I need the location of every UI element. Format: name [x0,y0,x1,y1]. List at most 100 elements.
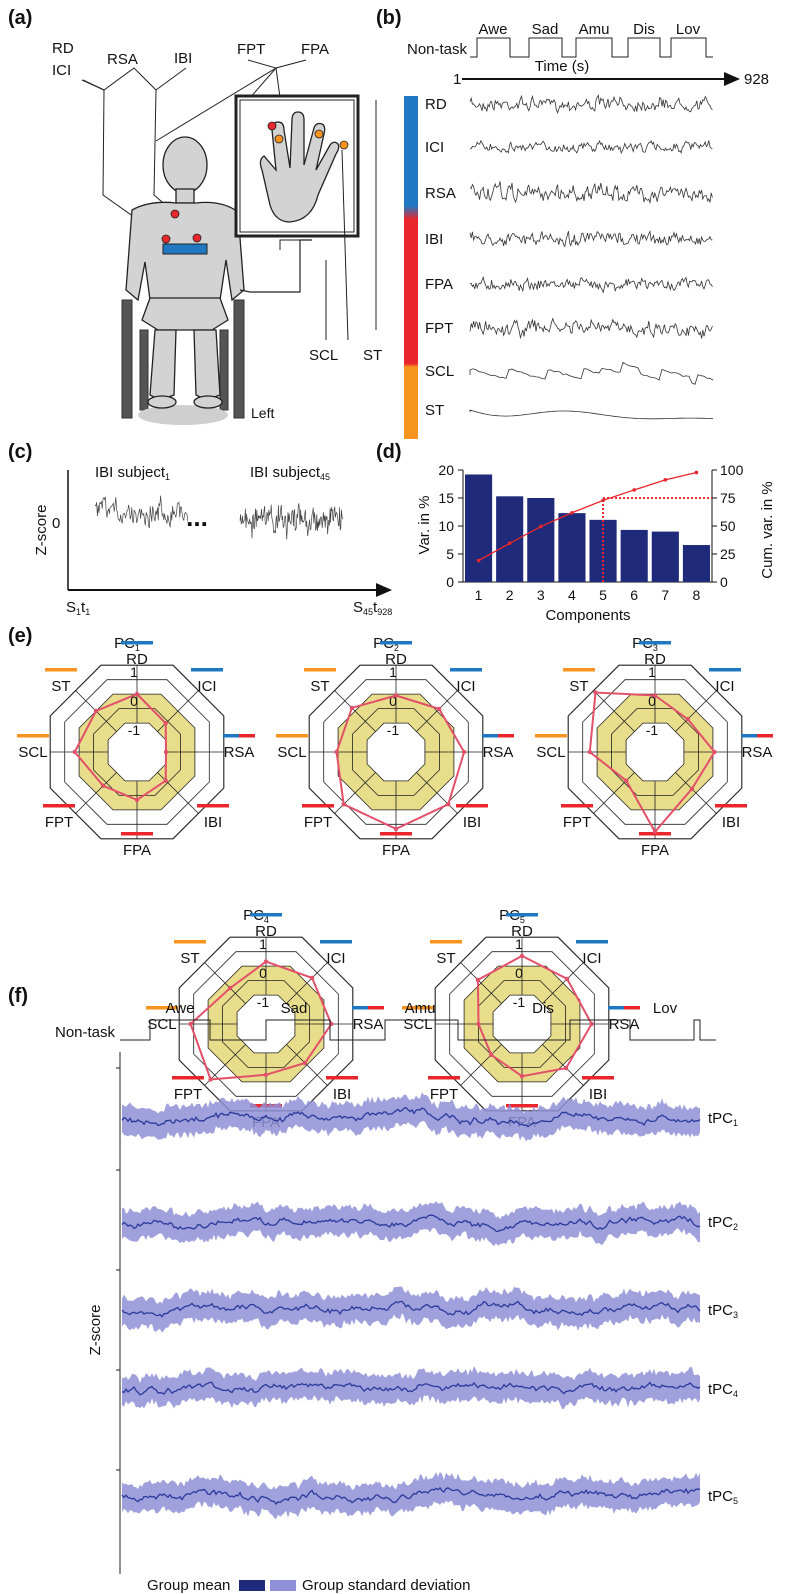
b-signal-label-st: ST [425,402,444,419]
e-radar-ring [323,679,469,825]
e-axis-label-fpa: FPA [641,842,669,859]
d-xtick-label: 5 [599,587,607,603]
f-cond-dis: Dis [532,1000,554,1017]
e-radar-spoke [286,962,328,1004]
e-radar-point [393,693,399,698]
e-radar-spoke [460,1044,502,1086]
e-axis-category-bar [535,734,567,738]
c-ytick-0: 0 [52,515,60,532]
f-tpc1-trace: tPC1 [121,1092,738,1142]
e-axis-category-bar [352,1006,368,1010]
e-axis-category-bar [174,940,206,944]
f-sd-band [122,1092,700,1142]
e-radar-ring [308,664,484,840]
f-legend-mean-label: Group mean [147,1577,230,1594]
f-mean-line [121,1381,701,1396]
e-axis-category-bar [43,804,75,808]
f-cond-lov: Lov [653,1000,678,1017]
e-axis-category-bar [741,734,757,738]
e-axis-category-bar [430,940,462,944]
f-mean-line [121,1214,701,1233]
e-radar-point [564,976,570,982]
f-task-timeline [120,1019,716,1041]
e-axis-category-bar [191,668,223,672]
d-xlabel: Components [545,607,630,624]
e-axis-category-bar [368,1006,384,1010]
e-radar-point [519,1074,525,1079]
d-ytick-label: 15 [438,490,454,506]
floor-shadow [138,405,228,425]
e-radar-spoke [675,772,717,814]
e-radar-spoke [204,962,246,1004]
e-axis-label-fpa: FPA [123,842,151,859]
e-axis-label-ibi: IBI [589,1086,607,1103]
c-x-end: S45t928 [353,599,392,617]
d-ylabel: Var. in % [416,496,433,555]
e-axis-category-bar [326,1076,358,1080]
e-radar-ring-label: 1 [648,664,656,680]
e-radar-ring-label: 0 [515,965,523,981]
e-radar-ring-label: 0 [389,693,397,709]
b-trace-rd [469,94,713,114]
e-axis-label-rd: RD [255,923,277,940]
e-radar-point [163,749,169,755]
c-ylabel: Z-score [33,505,50,556]
e-axis-category-bar [121,641,153,645]
b-signal-label-scl: SCL [425,363,454,380]
e-axis-category-bar [304,668,336,672]
f-sd-band [122,1366,700,1409]
e-radar-point [163,721,168,726]
e-radar-ring [352,708,440,796]
e-axis-category-bar [380,832,412,836]
e-radar-point [593,690,598,695]
b-signal-label-fpt: FPT [425,320,453,337]
e-radar-point [188,1021,193,1027]
e-radar-ring [449,951,595,1097]
e-radar-point [309,975,315,981]
e-axis-category-bar [456,804,488,808]
e-axis-label-ibi: IBI [204,814,222,831]
panel-label-f: (f) [8,985,28,1007]
e-axis-label-scl: SCL [277,744,306,761]
f-cond-amu: Amu [405,1000,436,1017]
panel-label-b: (b) [376,7,402,29]
e-axis-label-st: ST [310,678,329,695]
b-cond-lov: Lov [676,21,701,38]
e-axis-category-bar [450,668,482,672]
e-radar-point [227,985,233,991]
b-signal-label-ici: ICI [425,139,444,156]
ecg-electrodes [161,209,202,244]
e-axis-label-fpt: FPT [45,814,73,831]
respiration-belt [162,243,208,255]
c-ellipsis: ... [186,502,208,532]
d-cumvar-point [476,558,481,563]
e-radar-point [476,1021,481,1027]
d-y2tick-label: 0 [720,574,728,590]
e-radar-point [563,1065,569,1071]
f-mean-line [121,1300,701,1318]
e-axis-category-bar [45,668,77,672]
c-subject1-label: IBI subject1 [95,464,170,482]
f-sd-band [122,1286,700,1333]
e-radar-point [587,749,592,755]
e-radar-point [689,786,695,792]
e-axis-label-ici: ICI [197,678,216,695]
e-axis-category-bar [172,1076,204,1080]
e-axis-label-fpt: FPT [174,1086,202,1103]
e-radar-ring [478,980,566,1068]
b-trace-fpt [469,317,713,340]
f-tpc-label: tPC3 [708,1302,738,1320]
e-radar-point [436,706,442,712]
e-radar-ring-label: 1 [130,664,138,680]
f-mean-line [121,1106,701,1128]
e-axis-label-ibi: IBI [722,814,740,831]
d-cumvar-point [570,510,574,515]
e-axis-label-fpt: FPT [430,1086,458,1103]
d-bar [589,519,617,582]
b-trace-scl [469,361,714,385]
panel-f: (f) Non-task Awe Sad Amu Dis Lov Z-score… [8,985,738,1594]
e-axis-category-bar [276,734,308,738]
